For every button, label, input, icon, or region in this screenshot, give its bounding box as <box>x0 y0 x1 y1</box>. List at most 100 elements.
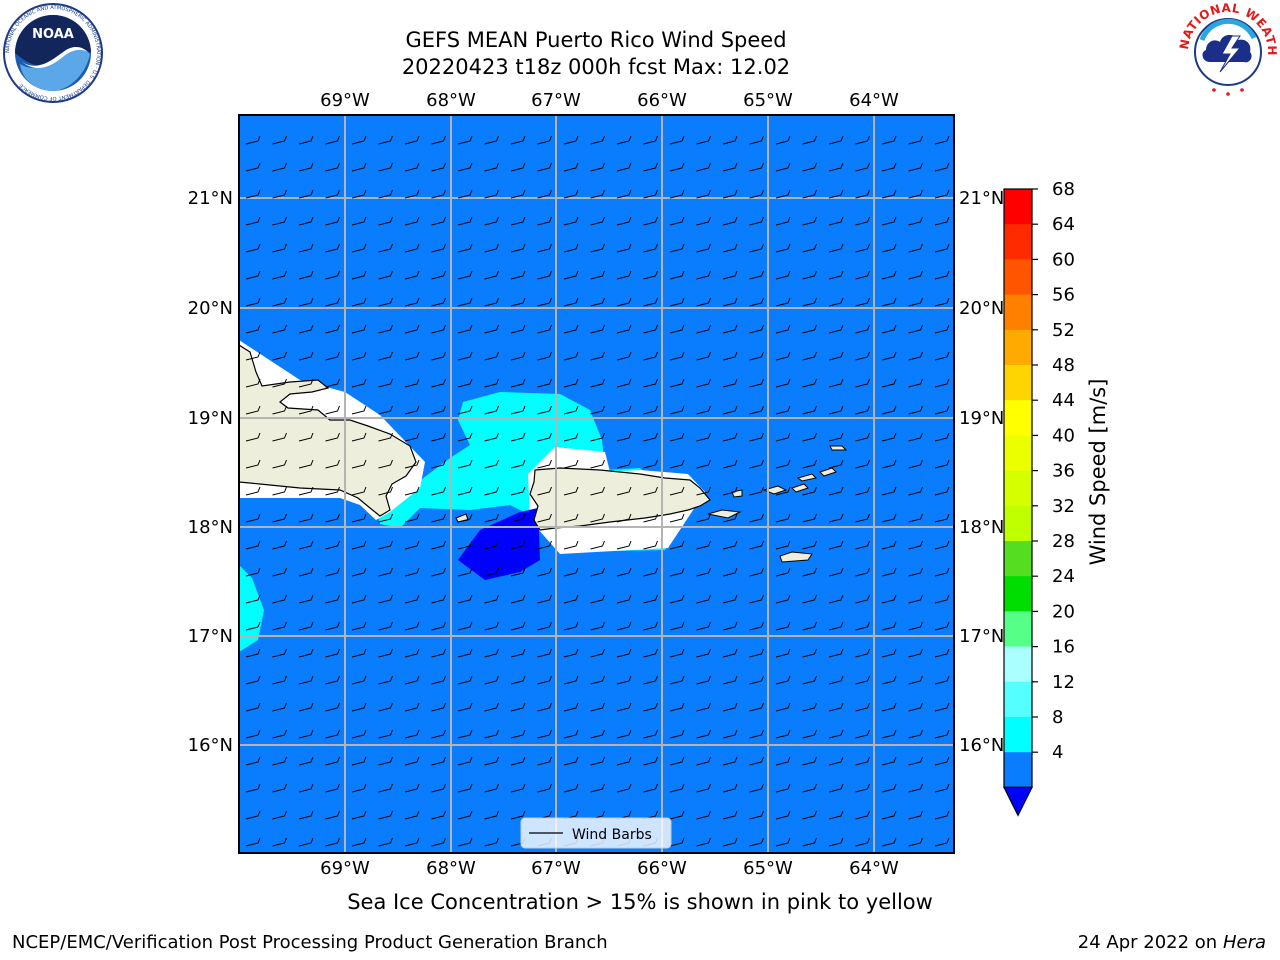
wind-barb <box>404 513 420 523</box>
wind-barb <box>404 378 420 388</box>
wind-barb <box>749 189 764 199</box>
wind-barb <box>404 486 420 496</box>
wind-barb <box>669 675 685 685</box>
wind-barb <box>325 405 340 415</box>
wind-barb <box>510 459 526 469</box>
wind-barb <box>643 486 658 496</box>
wind-barb <box>431 648 446 658</box>
colorbar-tick-label: 8 <box>1052 707 1063 728</box>
wind-barb <box>855 432 870 442</box>
wind-barb <box>325 837 340 847</box>
wind-barb <box>696 216 711 226</box>
wind-barb <box>590 378 605 388</box>
wind-barb <box>378 459 393 469</box>
wind-barb <box>378 297 393 307</box>
wind-barb <box>722 702 738 712</box>
wind-barb <box>590 243 605 253</box>
wind-barb <box>669 648 685 658</box>
map-legend: Wind Barbs <box>520 817 672 849</box>
wind-barb <box>298 594 314 604</box>
wind-barb <box>351 378 367 388</box>
wind-barb <box>616 783 632 793</box>
wind-barb <box>351 756 367 766</box>
wind-barb <box>325 648 340 658</box>
wind-barb <box>828 567 844 577</box>
colorbar-tick-label: 60 <box>1052 249 1075 270</box>
wind-barb <box>484 594 499 604</box>
wind-barb <box>616 729 632 739</box>
wind-barb <box>616 621 632 631</box>
wind-barb <box>563 486 579 496</box>
colorbar-band <box>1004 681 1032 718</box>
wind-barb <box>272 675 287 685</box>
lon-label-bottom-67w: 67°W <box>531 858 581 879</box>
wind-barb <box>749 567 764 577</box>
wind-barb <box>722 540 738 550</box>
colorbar-tick-label: 64 <box>1052 214 1075 235</box>
wind-barb <box>908 621 923 631</box>
wind-barb <box>325 729 340 739</box>
wind-barb <box>563 567 579 577</box>
wind-barb <box>537 729 552 739</box>
wind-barb <box>563 702 579 712</box>
wind-barb <box>563 162 579 172</box>
wind-barb <box>722 837 738 847</box>
wind-barb <box>775 135 791 145</box>
lat-label-right-20n: 20°N <box>959 298 1004 319</box>
wind-barb <box>351 702 367 712</box>
wind-barb <box>325 594 340 604</box>
wind-barb <box>855 513 870 523</box>
wind-barb <box>908 513 923 523</box>
colorbar-band <box>1004 435 1032 472</box>
wind-barb <box>272 702 287 712</box>
wind-barb <box>669 297 685 307</box>
wind-barb <box>934 513 950 523</box>
wind-barb <box>908 189 923 199</box>
wind-barb <box>431 297 446 307</box>
wind-barb <box>802 459 817 469</box>
colorbar-band <box>1004 259 1032 296</box>
wind-barb <box>722 432 738 442</box>
wind-barb <box>510 567 526 577</box>
wind-barb <box>802 270 817 280</box>
wind-barb <box>696 513 711 523</box>
wind-barb <box>775 162 791 172</box>
wind-barb <box>298 837 314 847</box>
wind-barb <box>378 270 393 280</box>
wind-barb <box>696 702 711 712</box>
wind-barb <box>828 756 844 766</box>
wind-barb <box>484 810 499 820</box>
wind-barb <box>696 567 711 577</box>
wind-barb <box>775 567 791 577</box>
wind-barb <box>775 486 791 496</box>
wind-barb <box>272 324 287 334</box>
wind-barb <box>696 756 711 766</box>
wind-barb <box>431 756 446 766</box>
island-vieques <box>707 509 742 519</box>
wind-barb <box>245 486 261 496</box>
wind-barb <box>749 783 764 793</box>
wind-barb <box>590 567 605 577</box>
wind-barb <box>378 189 393 199</box>
wind-barb <box>590 513 605 523</box>
wind-barb <box>484 270 499 280</box>
wind-barb <box>563 324 579 334</box>
wind-barb <box>537 189 552 199</box>
wind-barb <box>510 135 526 145</box>
wind-barb <box>563 351 579 361</box>
wind-barb <box>855 729 870 739</box>
wind-barb <box>404 702 420 712</box>
wind-barb <box>590 135 605 145</box>
wind-barb <box>669 189 685 199</box>
wind-barb <box>908 837 923 847</box>
wind-barb <box>272 540 287 550</box>
wind-barb <box>431 594 446 604</box>
wind-barb <box>802 243 817 253</box>
wind-barb <box>245 513 261 523</box>
wind-barb <box>351 459 367 469</box>
wind-barb <box>775 810 791 820</box>
wind-barb <box>510 783 526 793</box>
lon-label-bottom-65w: 65°W <box>743 858 793 879</box>
wind-barb <box>351 189 367 199</box>
